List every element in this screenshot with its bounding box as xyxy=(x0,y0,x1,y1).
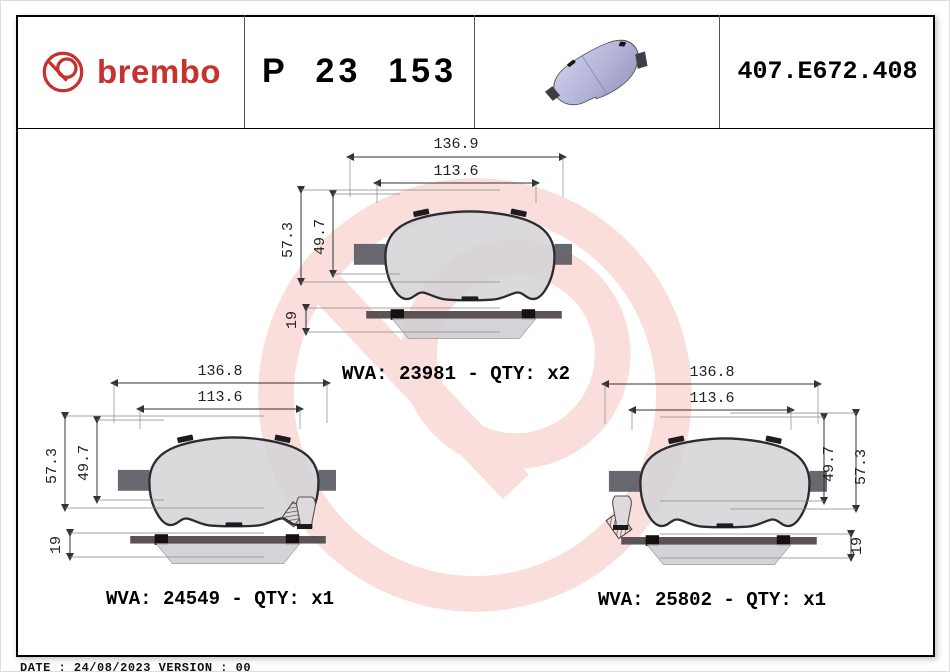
svg-text:113.6: 113.6 xyxy=(433,163,478,180)
svg-text:136.8: 136.8 xyxy=(689,364,734,381)
svg-text:57.3: 57.3 xyxy=(44,448,61,484)
svg-text:113.6: 113.6 xyxy=(197,389,242,406)
svg-text:49.7: 49.7 xyxy=(821,446,838,482)
svg-text:WVA: 25802 - QTY: x1: WVA: 25802 - QTY: x1 xyxy=(598,589,826,611)
svg-text:136.8: 136.8 xyxy=(197,363,242,380)
svg-text:57.3: 57.3 xyxy=(853,449,870,485)
svg-text:WVA: 24549 - QTY: x1: WVA: 24549 - QTY: x1 xyxy=(106,588,334,610)
svg-text:WVA: 23981 - QTY: x2: WVA: 23981 - QTY: x2 xyxy=(342,363,570,385)
svg-text:19: 19 xyxy=(849,537,866,555)
svg-text:49.7: 49.7 xyxy=(312,219,329,255)
svg-text:57.3: 57.3 xyxy=(280,222,297,258)
svg-text:49.7: 49.7 xyxy=(76,445,93,481)
svg-text:136.9: 136.9 xyxy=(433,136,478,153)
svg-text:19: 19 xyxy=(284,311,301,329)
svg-text:113.6: 113.6 xyxy=(689,390,734,407)
svg-text:19: 19 xyxy=(48,536,65,554)
